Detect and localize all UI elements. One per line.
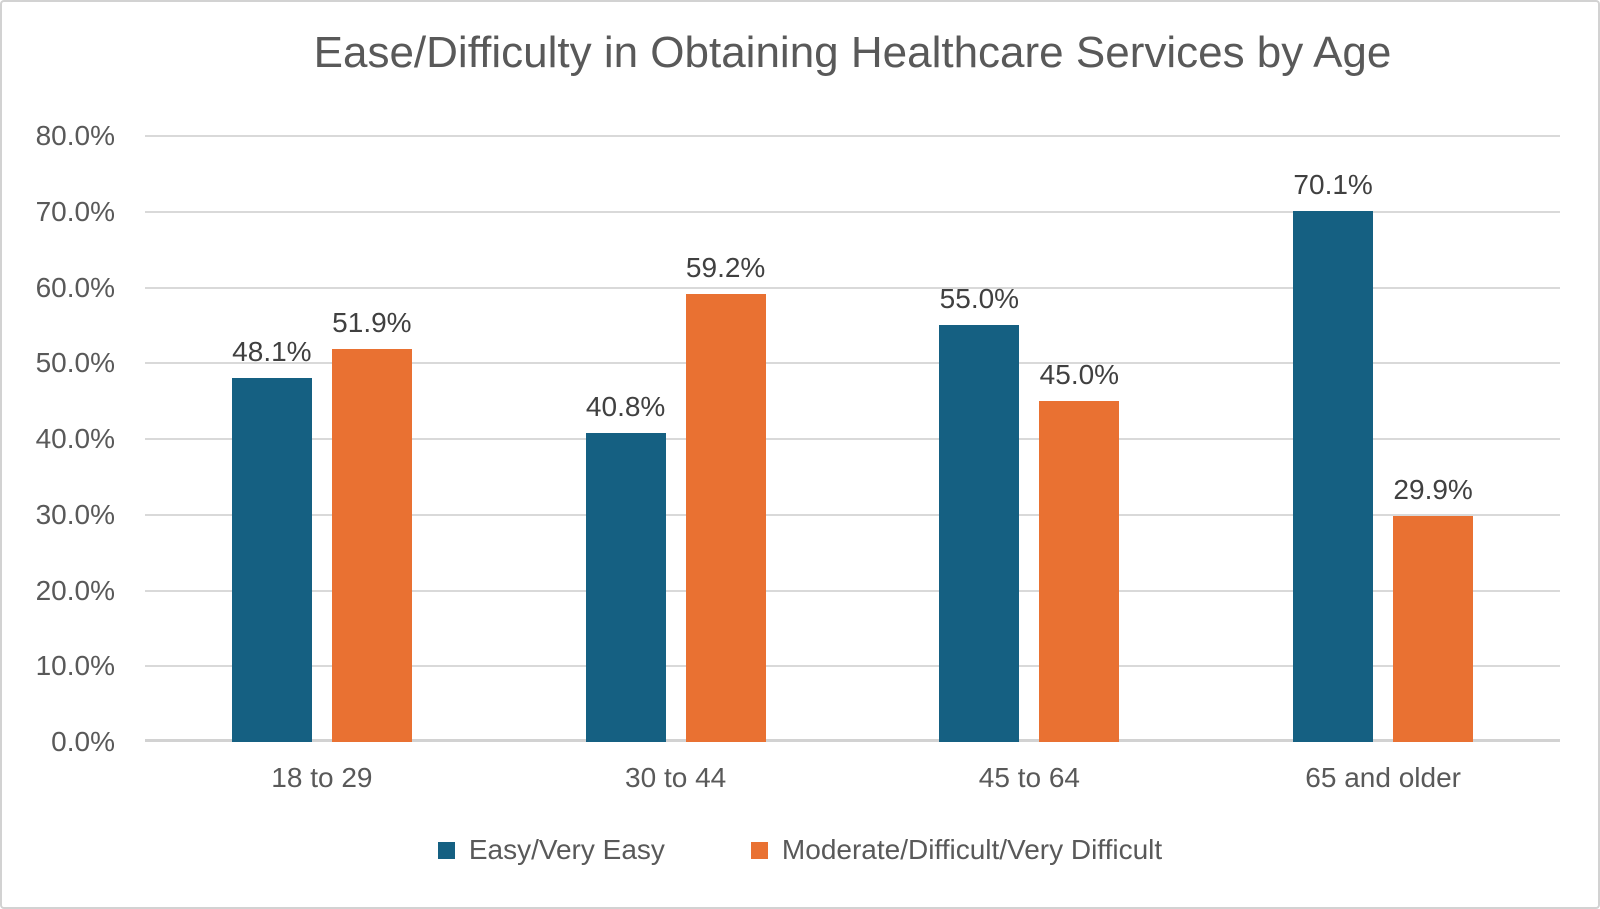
y-tick-label: 50.0%	[35, 347, 115, 379]
y-tick-label: 10.0%	[35, 650, 115, 682]
y-tick-label: 20.0%	[35, 574, 115, 606]
bar-fill	[585, 432, 666, 742]
bar-data-label: 48.1%	[232, 335, 312, 367]
bar-moderate-difficult-very-difficult-45-to-64: 45.0%	[1039, 361, 1120, 742]
bar-fill	[231, 377, 312, 742]
y-tick-label: 30.0%	[35, 498, 115, 530]
legend-label: Moderate/Difficult/Very Difficult	[781, 834, 1163, 865]
gridline	[145, 135, 1560, 137]
bar-moderate-difficult-very-difficult-30-to-44: 59.2%	[685, 253, 766, 742]
gridline	[145, 210, 1560, 213]
bar-data-label: 40.8%	[585, 390, 666, 422]
x-axis-label-65-and-older: 65 and older	[1305, 762, 1461, 793]
chart-title: Ease/Difficulty in Obtaining Healthcare …	[313, 28, 1392, 77]
bar-data-label: 29.9%	[1393, 473, 1473, 505]
bar-groups: 48.1% 51.9% 40.8% 59.2% 55.0% 45.0% 70.1% 29.9%	[145, 136, 1560, 742]
bar-group-65-and-older: 70.1% 29.9%	[1206, 136, 1560, 742]
legend-swatch-icon	[437, 841, 455, 859]
legend-item-easy-very-easy: Easy/Very Easy	[437, 834, 665, 866]
plot-area: 48.1% 51.9% 40.8% 59.2% 55.0% 45.0% 70.1% 29.9%	[145, 135, 1560, 742]
bar-group-30-to-44: 40.8% 59.2%	[499, 136, 853, 742]
x-axis-labels: 18 to 29 30 to 44 45 to 64 65 and older	[145, 760, 1560, 796]
bar-fill	[1393, 515, 1474, 742]
bar-data-label: 55.0%	[939, 283, 1020, 315]
x-axis-baseline	[145, 739, 1560, 742]
bar-group-45-to-64: 55.0% 45.0%	[853, 136, 1207, 742]
gridline	[145, 513, 1560, 516]
gridline	[145, 665, 1560, 668]
bar-easy-very-easy-18-to-29: 48.1%	[231, 337, 312, 742]
legend-label: Easy/Very Easy	[468, 834, 665, 865]
gridline	[145, 589, 1560, 592]
bar-group-18-to-29: 48.1% 51.9%	[145, 136, 499, 742]
y-tick-label: 0.0%	[51, 726, 115, 757]
x-axis-label-18-to-29: 18 to 29	[271, 762, 373, 793]
gridline	[145, 286, 1560, 289]
bar-data-label: 51.9%	[332, 306, 412, 338]
bar-moderate-difficult-very-difficult-18-to-29: 51.9%	[331, 308, 412, 742]
y-tick-label: 40.0%	[35, 423, 115, 454]
x-axis-label-45-to-64: 45 to 64	[978, 762, 1080, 793]
bar-easy-very-easy-65-and-older: 70.1%	[1293, 171, 1374, 742]
bar-fill	[1039, 401, 1120, 742]
legend-swatch-icon	[750, 841, 768, 859]
bar-fill	[331, 348, 412, 742]
bar-data-label: 59.2%	[685, 251, 766, 283]
bar-easy-very-easy-30-to-44: 40.8%	[585, 392, 666, 742]
bar-fill	[939, 325, 1020, 742]
bar-fill	[685, 293, 766, 742]
legend: Easy/Very Easy Moderate/Difficult/Very Di…	[2, 834, 1598, 866]
x-axis-label-30-to-44: 30 to 44	[625, 762, 727, 793]
y-tick-label: 60.0%	[35, 271, 115, 303]
gridline	[145, 362, 1560, 365]
y-tick-label: 70.0%	[35, 195, 115, 227]
bar-easy-very-easy-45-to-64: 55.0%	[939, 285, 1020, 742]
y-axis-tick-labels: 0.0% 10.0% 20.0% 30.0% 40.0% 50.0% 60.0% 70.0% 8…	[2, 122, 115, 756]
bar-moderate-difficult-very-difficult-65-and-older: 29.9%	[1393, 475, 1474, 742]
gridline	[145, 438, 1560, 440]
bar-fill	[1293, 211, 1374, 742]
bar-data-label: 70.1%	[1293, 169, 1373, 200]
bar-data-label: 45.0%	[1039, 359, 1120, 391]
y-tick-label: 80.0%	[35, 120, 115, 151]
legend-item-moderate-difficult-very-difficult: Moderate/Difficult/Very Difficult	[750, 834, 1163, 866]
